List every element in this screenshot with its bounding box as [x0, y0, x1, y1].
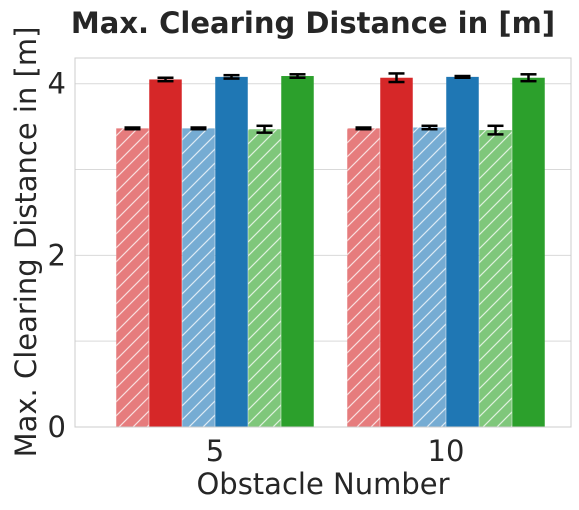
- error-bars: [124, 72, 537, 136]
- y-tick-label: 0: [48, 410, 66, 444]
- y-tick-labels: 0 2 4: [48, 67, 66, 444]
- bar-hatch: [116, 128, 149, 428]
- y-axis-label: Max. Clearing Distance in [m]: [9, 27, 43, 458]
- bar: [149, 79, 182, 427]
- bar-hatch: [248, 129, 281, 427]
- x-tick-label: 10: [428, 434, 465, 468]
- x-axis-label: Obstacle Number: [196, 467, 449, 501]
- bar: [281, 76, 314, 427]
- bar: [380, 77, 413, 427]
- bar: [512, 77, 545, 427]
- x-tick-labels: 5 10: [206, 434, 465, 468]
- bar-hatch: [413, 127, 446, 427]
- chart-title: Max. Clearing Distance in [m]: [71, 6, 555, 40]
- bar-hatch: [182, 128, 215, 428]
- plot-frame: [74, 57, 572, 428]
- y-tick-label: 2: [48, 238, 66, 272]
- x-tick-label: 5: [206, 434, 224, 468]
- bar-hatch: [347, 128, 380, 428]
- y-tick-label: 4: [48, 67, 66, 101]
- bar: [215, 76, 248, 428]
- bar: [446, 76, 479, 428]
- bars: [116, 76, 545, 428]
- bar-hatch: [479, 130, 512, 427]
